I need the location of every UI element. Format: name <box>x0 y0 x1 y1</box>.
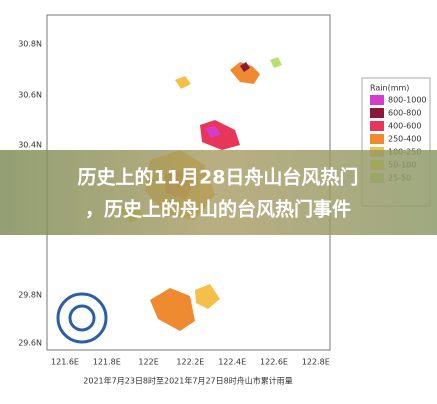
legend-swatch <box>370 108 384 118</box>
x-label: 121.8E <box>93 358 121 367</box>
y-label: 29.6N <box>18 339 42 348</box>
legend-swatch <box>370 95 384 105</box>
legend-label: 250-400 <box>388 135 421 144</box>
banner-title: 历史上的11月28日舟山台风热门 <box>78 166 359 189</box>
legend-label: 400-600 <box>388 122 421 131</box>
x-label: 121.6E <box>51 358 79 367</box>
legend-title: Rain(mm) <box>370 84 409 93</box>
y-label: 30.8N <box>18 40 42 49</box>
banner-band <box>0 150 437 235</box>
y-label: 30.6N <box>18 91 42 100</box>
x-label: 122.4E <box>218 358 246 367</box>
logo <box>56 292 108 344</box>
legend-label: 600-800 <box>388 109 421 118</box>
y-label: 29.8N <box>18 291 42 300</box>
x-label: 122.2E <box>176 358 204 367</box>
legend-swatch <box>370 134 384 144</box>
legend-label: 800-1000 <box>388 96 427 105</box>
x-label: 122.8E <box>302 358 330 367</box>
y-label: 30.4N <box>18 141 42 150</box>
x-label: 122E <box>138 358 158 367</box>
banner-title: ，历史上的舟山的台风热门事件 <box>85 198 351 221</box>
caption: 2021年7月23日8时至2021年7月27日8时舟山市累计雨量 <box>83 376 292 386</box>
x-label: 122.6E <box>260 358 288 367</box>
legend-swatch <box>370 121 384 131</box>
